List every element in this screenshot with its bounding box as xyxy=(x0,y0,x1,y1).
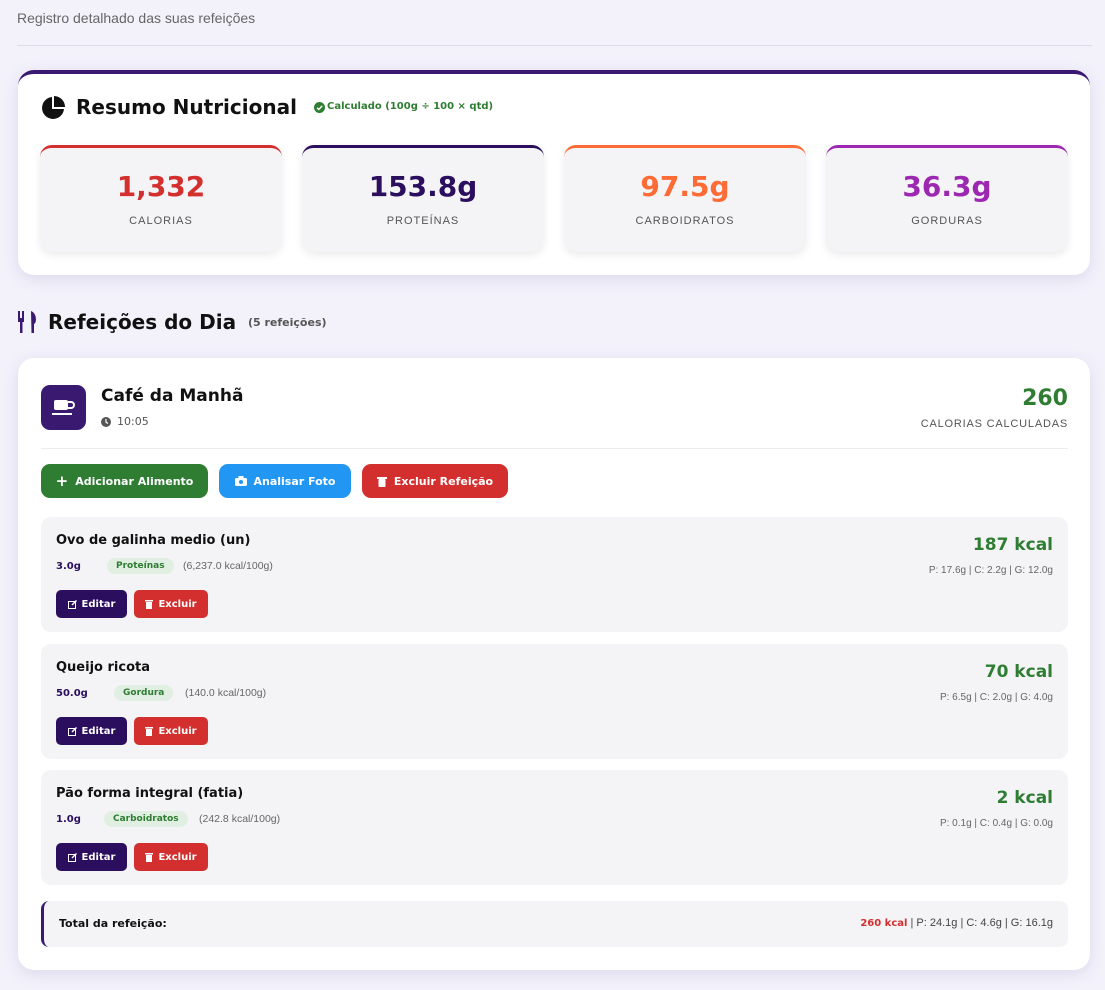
stat-value: 1,332 xyxy=(116,170,206,203)
meal-calories: 260 xyxy=(1022,386,1068,411)
food-name: Ovo de galinha medio (un) xyxy=(56,533,251,548)
delete-button[interactable]: Excluir xyxy=(134,717,208,745)
stat-card: 36.3g GORDURAS xyxy=(826,145,1068,252)
cutlery-icon xyxy=(18,311,36,333)
button-label: Excluir xyxy=(158,851,197,863)
check-icon xyxy=(314,102,325,113)
stat-label: PROTEÍNAS xyxy=(386,215,460,227)
stat-label: GORDURAS xyxy=(911,215,983,227)
subtitle: Registro detalhado das suas refeições xyxy=(17,10,256,26)
food-per-100g: (140.0 kcal/100g) xyxy=(185,687,267,699)
food-quantity: 50.0g xyxy=(56,688,88,699)
meals-title: Refeições do Dia xyxy=(48,310,237,334)
analyze-photo-button[interactable]: Analisar Foto xyxy=(219,464,351,498)
food-per-100g: (242.8 kcal/100g) xyxy=(199,813,281,825)
divider xyxy=(17,45,1092,46)
summary-title: Resumo Nutricional xyxy=(76,95,297,119)
edit-icon xyxy=(67,599,77,609)
edit-button[interactable]: Editar xyxy=(56,843,127,871)
button-label: Editar xyxy=(81,851,116,863)
delete-button[interactable]: Excluir xyxy=(134,590,208,618)
trash-icon xyxy=(145,726,154,736)
calc-badge: Calculado (100g ÷ 100 × qtd) xyxy=(327,101,494,112)
food-item: Pão forma integral (fatia) 1.0g Carboidrat… xyxy=(41,770,1068,885)
food-name: Queijo ricota xyxy=(56,660,150,675)
clock-icon xyxy=(101,417,111,427)
edit-icon xyxy=(67,852,77,862)
food-item: Ovo de galinha medio (un) 3.0g Proteínas (6… xyxy=(41,517,1068,632)
food-kcal: 187 kcal xyxy=(972,535,1053,555)
divider xyxy=(41,448,1068,449)
stat-card: 1,332 CALORIAS xyxy=(40,145,282,252)
edit-button[interactable]: Editar xyxy=(56,590,127,618)
total-values: 260 kcal | P: 24.1g | C: 4.6g | G: 16.1g xyxy=(860,917,1053,929)
delete-meal-button[interactable]: Excluir Refeição xyxy=(362,464,508,498)
stat-value: 153.8g xyxy=(368,170,478,203)
edit-icon xyxy=(67,726,77,736)
food-category-tag: Proteínas xyxy=(107,558,174,574)
meal-icon xyxy=(41,385,86,430)
meals-count: (5 refeições) xyxy=(248,316,327,329)
add-food-button[interactable]: + Adicionar Alimento xyxy=(41,464,208,498)
food-macros: P: 0.1g | C: 0.4g | G: 0.0g xyxy=(939,818,1053,829)
food-name: Pão forma integral (fatia) xyxy=(56,786,244,801)
food-kcal: 2 kcal xyxy=(996,788,1053,808)
meal-time: 10:05 xyxy=(117,415,149,428)
food-macros: P: 17.6g | C: 2.2g | G: 12.0g xyxy=(928,565,1053,576)
stat-card: 97.5g CARBOIDRATOS xyxy=(564,145,806,252)
meal-calories-label: CALORIAS CALCULADAS xyxy=(920,418,1068,430)
food-per-100g: (6,237.0 kcal/100g) xyxy=(183,560,273,572)
button-label: Excluir Refeição xyxy=(393,474,494,488)
chart-icon xyxy=(42,96,65,119)
delete-button[interactable]: Excluir xyxy=(134,843,208,871)
stat-label: CARBOIDRATOS xyxy=(635,215,735,227)
food-macros: P: 6.5g | C: 2.0g | G: 4.0g xyxy=(939,692,1053,703)
stat-value: 97.5g xyxy=(640,170,730,203)
button-label: Editar xyxy=(81,598,116,610)
button-label: Analisar Foto xyxy=(253,474,336,488)
food-quantity: 3.0g xyxy=(56,561,81,572)
stat-card: 153.8g PROTEÍNAS xyxy=(302,145,544,252)
edit-button[interactable]: Editar xyxy=(56,717,127,745)
food-category-tag: Gordura xyxy=(114,685,174,701)
stat-label: CALORIAS xyxy=(129,215,193,227)
food-kcal: 70 kcal xyxy=(984,662,1053,682)
button-label: Excluir xyxy=(158,725,197,737)
meal-total: Total da refeição: 260 kcal | P: 24.1g |… xyxy=(41,901,1068,947)
food-item: Queijo ricota 50.0g Gordura (140.0 kcal/100… xyxy=(41,644,1068,759)
trash-icon xyxy=(145,599,154,609)
total-macros: | P: 24.1g | C: 4.6g | G: 16.1g xyxy=(910,917,1054,929)
total-label: Total da refeição: xyxy=(59,917,167,930)
food-category-tag: Carboidratos xyxy=(104,811,188,827)
meal-name: Café da Manhã xyxy=(101,386,244,406)
button-label: Excluir xyxy=(158,598,197,610)
food-quantity: 1.0g xyxy=(56,814,81,825)
trash-icon xyxy=(145,852,154,862)
stat-value: 36.3g xyxy=(902,170,992,203)
button-label: Editar xyxy=(81,725,116,737)
button-label: Adicionar Alimento xyxy=(75,474,194,488)
total-kcal: 260 kcal xyxy=(860,918,908,929)
